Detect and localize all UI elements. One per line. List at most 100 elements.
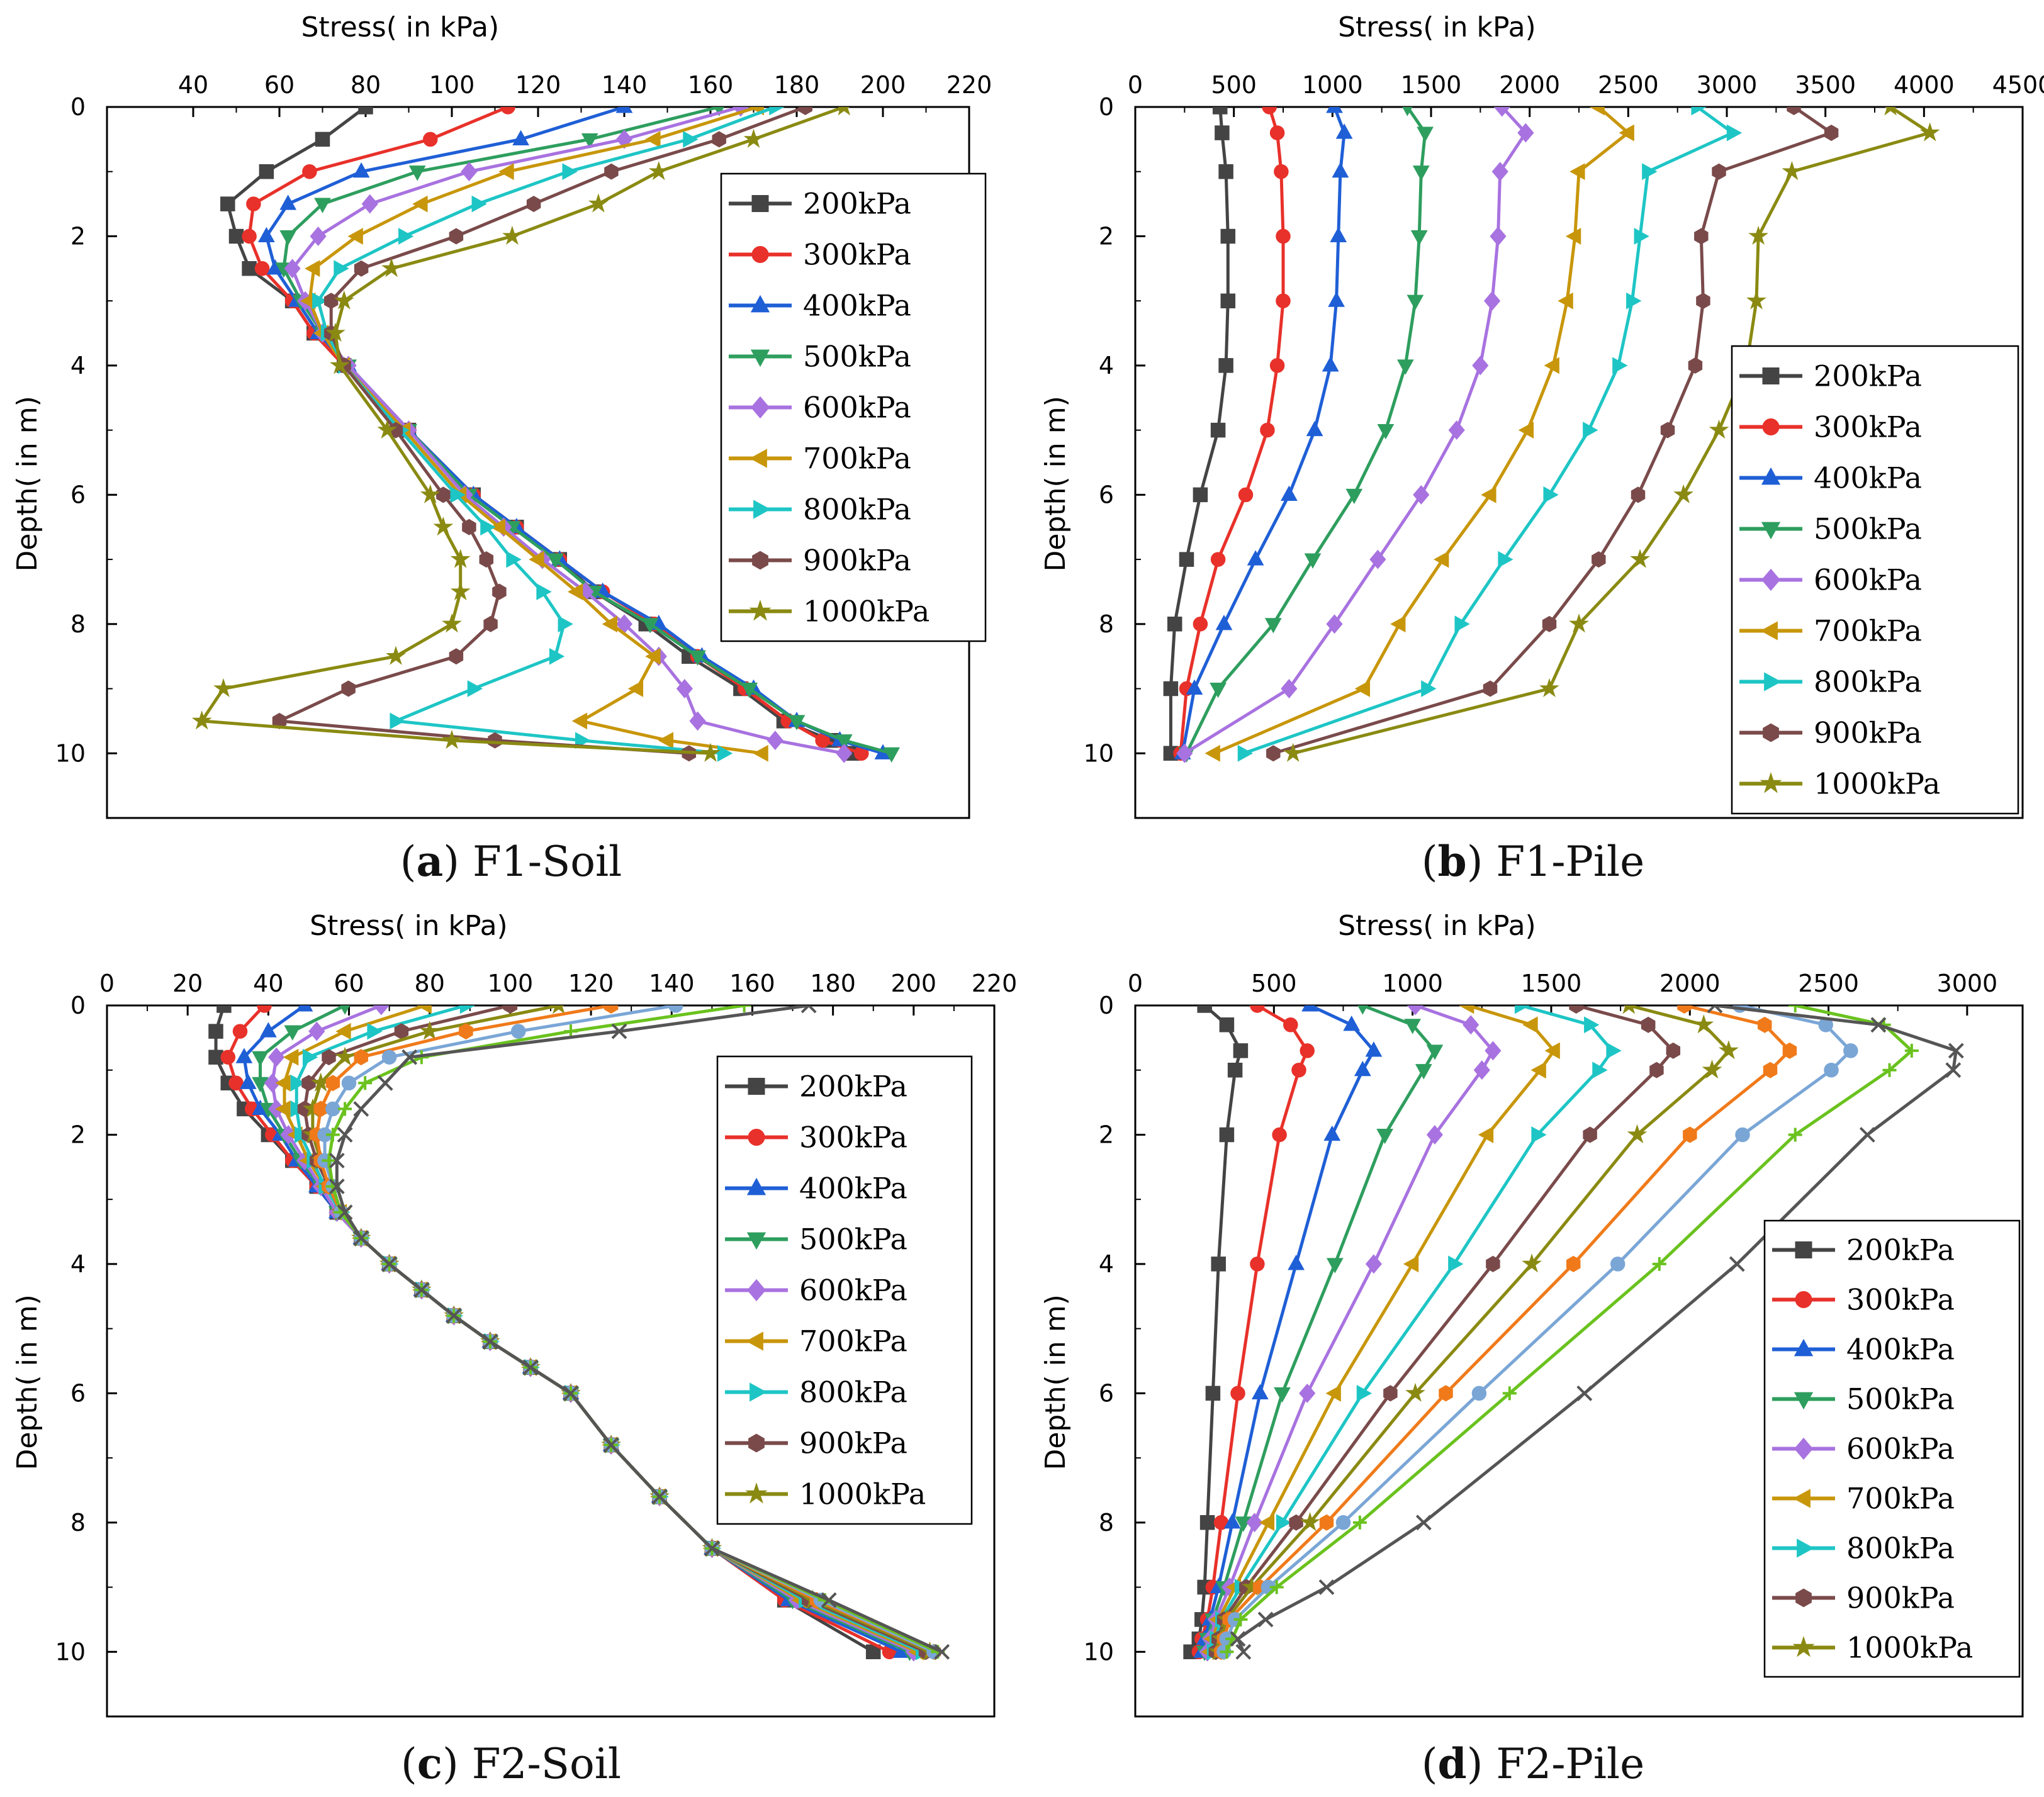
data-point [498, 163, 514, 181]
legend-label: 900kPa [1814, 716, 1922, 750]
data-point [310, 227, 327, 246]
data-point [252, 1077, 269, 1093]
x-axis-title: Stress( in kPa) [301, 11, 499, 43]
data-point [1238, 487, 1254, 503]
data-point [1471, 1386, 1487, 1401]
data-point [1498, 551, 1513, 568]
data-point [1417, 126, 1434, 142]
data-point [260, 1022, 277, 1038]
data-point [714, 107, 724, 116]
data-point [347, 228, 363, 245]
data-point [1787, 107, 1801, 115]
x-tick-label: 40 [253, 970, 283, 997]
data-point [1357, 1005, 1368, 1015]
data-point [1365, 1041, 1383, 1057]
data-point [1619, 124, 1634, 142]
legend-marker [1794, 1338, 1814, 1357]
data-point [1530, 1061, 1546, 1079]
legend-marker [753, 500, 771, 519]
data-point [588, 193, 609, 213]
data-point [325, 1075, 340, 1092]
data-point [314, 198, 331, 213]
data-point [1945, 1062, 1962, 1078]
x-tick-label: 3500 [1795, 71, 1856, 99]
data-point [500, 107, 515, 115]
data-point [394, 1023, 409, 1040]
data-point [1691, 107, 1707, 116]
data-point [1288, 1255, 1305, 1270]
legend-marker [750, 294, 770, 313]
data-point [1227, 1062, 1243, 1078]
data-point [301, 1075, 316, 1092]
data-point [1583, 422, 1598, 439]
data-point [315, 132, 330, 147]
data-point [279, 194, 297, 210]
data-point [381, 1050, 397, 1065]
data-point [1415, 1514, 1432, 1531]
data-point [1179, 552, 1194, 567]
data-point [1570, 163, 1585, 181]
legend-label: 200kPa [799, 1070, 907, 1104]
legend-entry: 800kPa [1772, 1531, 1955, 1565]
y-tick-label: 10 [55, 739, 86, 767]
x-tick-label: 1000 [1302, 71, 1363, 99]
data-point [502, 225, 522, 245]
legend-entry: 700kPa [725, 1324, 907, 1358]
data-point [1544, 357, 1559, 374]
x-tick-label: 2500 [1798, 970, 1859, 997]
legend-entry: 700kPa [1739, 614, 1922, 648]
data-point [1218, 164, 1233, 179]
data-point [1218, 358, 1233, 373]
data-point [683, 131, 699, 148]
data-point [1502, 1386, 1517, 1401]
data-point [821, 1592, 837, 1608]
legend-entry: 700kPa [1772, 1482, 1955, 1516]
data-point [883, 747, 901, 763]
legend-entry: 1000kPa [1739, 767, 1940, 801]
data-point [337, 1127, 353, 1143]
data-point [1237, 744, 1254, 762]
data-point [1318, 1579, 1335, 1595]
data-point [339, 1005, 351, 1015]
data-point [627, 680, 644, 697]
data-point [1306, 420, 1323, 437]
legend-label: 1000kPa [1814, 767, 1940, 801]
data-point [1919, 122, 1940, 142]
y-axis-title: Depth( in m) [11, 396, 43, 571]
legend-label: 800kPa [1846, 1531, 1955, 1565]
data-point [1220, 293, 1236, 308]
legend-entry: 1000kPa [1772, 1631, 1973, 1665]
data-point [1259, 1514, 1275, 1531]
data-point [1518, 422, 1534, 439]
y-tick-label: 8 [70, 1509, 86, 1537]
data-point [264, 1073, 281, 1093]
legend-label: 1000kPa [1846, 1631, 1973, 1665]
data-point [1272, 1127, 1287, 1143]
legend-marker [1761, 522, 1781, 540]
data-point [450, 549, 471, 568]
data-point [322, 1049, 336, 1066]
series-line [1243, 107, 1734, 755]
data-point [354, 1049, 369, 1066]
data-point [1205, 1386, 1221, 1401]
data-point [492, 583, 507, 600]
data-point [1673, 484, 1693, 503]
data-point [358, 1076, 373, 1090]
data-point [1439, 1385, 1453, 1402]
data-point [1884, 107, 1897, 116]
legend-marker [1794, 1392, 1814, 1410]
data-point [1782, 1042, 1797, 1059]
data-point [1186, 679, 1203, 695]
data-point [1626, 292, 1642, 310]
series-line [1214, 1005, 1675, 1652]
data-point [373, 1005, 390, 1016]
data-point [1176, 743, 1193, 763]
data-point [1948, 1043, 1964, 1059]
data-point [552, 1005, 565, 1014]
data-point [377, 419, 398, 439]
data-point [1266, 745, 1281, 762]
data-point [1291, 1063, 1306, 1078]
data-point [1859, 1127, 1875, 1143]
